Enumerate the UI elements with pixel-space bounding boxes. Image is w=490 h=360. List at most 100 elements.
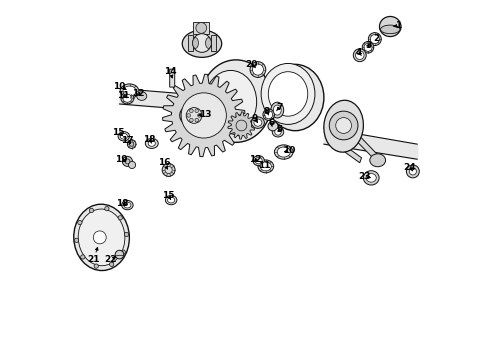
Text: 15: 15 — [113, 128, 125, 137]
Text: 18: 18 — [144, 135, 156, 144]
Circle shape — [121, 250, 125, 255]
Circle shape — [128, 161, 136, 168]
Ellipse shape — [124, 202, 131, 208]
Ellipse shape — [123, 86, 136, 96]
Text: 2: 2 — [373, 34, 379, 43]
Ellipse shape — [271, 102, 284, 118]
Circle shape — [162, 163, 175, 176]
Polygon shape — [188, 35, 193, 51]
Ellipse shape — [200, 60, 272, 142]
Ellipse shape — [205, 38, 211, 48]
Ellipse shape — [353, 49, 366, 62]
Text: 19: 19 — [115, 155, 127, 164]
Ellipse shape — [253, 156, 265, 166]
FancyBboxPatch shape — [170, 69, 175, 87]
Ellipse shape — [120, 134, 127, 139]
Text: 21: 21 — [87, 255, 100, 264]
Text: 8: 8 — [264, 107, 270, 116]
Ellipse shape — [78, 209, 125, 266]
Circle shape — [190, 118, 193, 122]
Circle shape — [115, 250, 124, 259]
Text: 16: 16 — [158, 158, 171, 167]
Ellipse shape — [120, 84, 139, 98]
Text: 1: 1 — [395, 21, 402, 30]
Circle shape — [329, 111, 358, 140]
Text: 6: 6 — [268, 118, 274, 127]
Ellipse shape — [366, 174, 376, 182]
Text: 7: 7 — [276, 103, 282, 112]
Text: 12: 12 — [249, 156, 262, 165]
Circle shape — [129, 142, 134, 146]
Circle shape — [165, 166, 172, 174]
Circle shape — [197, 114, 201, 117]
Ellipse shape — [251, 117, 265, 129]
Circle shape — [94, 264, 98, 268]
Ellipse shape — [364, 171, 379, 185]
Text: 5: 5 — [276, 125, 283, 134]
Ellipse shape — [362, 41, 374, 53]
Ellipse shape — [205, 71, 257, 133]
Polygon shape — [211, 35, 216, 51]
Text: 17: 17 — [121, 136, 134, 145]
Circle shape — [190, 109, 193, 113]
Ellipse shape — [254, 119, 262, 126]
Polygon shape — [334, 139, 362, 163]
Circle shape — [195, 118, 198, 122]
Text: 23: 23 — [359, 172, 371, 181]
Polygon shape — [163, 74, 245, 157]
Text: 11: 11 — [117, 91, 129, 100]
Circle shape — [124, 232, 129, 237]
Text: 9: 9 — [252, 114, 258, 123]
Ellipse shape — [146, 138, 158, 148]
Ellipse shape — [122, 201, 133, 210]
Circle shape — [186, 108, 202, 123]
Ellipse shape — [277, 147, 290, 157]
Circle shape — [336, 118, 351, 134]
Polygon shape — [228, 112, 255, 139]
Ellipse shape — [268, 122, 278, 131]
Ellipse shape — [355, 51, 364, 59]
Ellipse shape — [364, 43, 372, 51]
Ellipse shape — [273, 105, 281, 115]
Ellipse shape — [258, 160, 274, 173]
Circle shape — [89, 208, 94, 213]
Ellipse shape — [274, 145, 293, 159]
Text: 3: 3 — [365, 41, 371, 50]
Circle shape — [93, 231, 106, 244]
Ellipse shape — [272, 127, 284, 137]
Ellipse shape — [193, 38, 198, 48]
Ellipse shape — [370, 154, 386, 167]
Circle shape — [81, 255, 85, 259]
Ellipse shape — [260, 162, 271, 171]
Ellipse shape — [168, 197, 175, 203]
Ellipse shape — [250, 62, 266, 77]
Ellipse shape — [267, 64, 324, 131]
Text: 22: 22 — [105, 255, 117, 264]
Ellipse shape — [123, 94, 132, 102]
Circle shape — [118, 216, 122, 220]
Circle shape — [187, 114, 191, 117]
Ellipse shape — [368, 33, 381, 45]
Ellipse shape — [74, 204, 129, 271]
Circle shape — [78, 220, 82, 225]
Text: 14: 14 — [164, 67, 177, 76]
Circle shape — [109, 262, 114, 266]
Ellipse shape — [166, 195, 177, 205]
Ellipse shape — [379, 17, 401, 37]
Circle shape — [105, 207, 109, 211]
Ellipse shape — [252, 64, 264, 75]
Text: 11: 11 — [258, 161, 270, 170]
Text: 10: 10 — [113, 82, 125, 91]
Ellipse shape — [265, 111, 272, 119]
Text: 10: 10 — [283, 146, 295, 155]
Ellipse shape — [263, 109, 274, 121]
Circle shape — [195, 109, 198, 113]
Ellipse shape — [121, 93, 134, 104]
Ellipse shape — [261, 63, 315, 125]
Circle shape — [125, 159, 130, 164]
Text: 20: 20 — [245, 60, 258, 69]
Circle shape — [181, 93, 226, 138]
Polygon shape — [353, 131, 379, 163]
Circle shape — [74, 238, 79, 243]
Ellipse shape — [269, 72, 308, 116]
